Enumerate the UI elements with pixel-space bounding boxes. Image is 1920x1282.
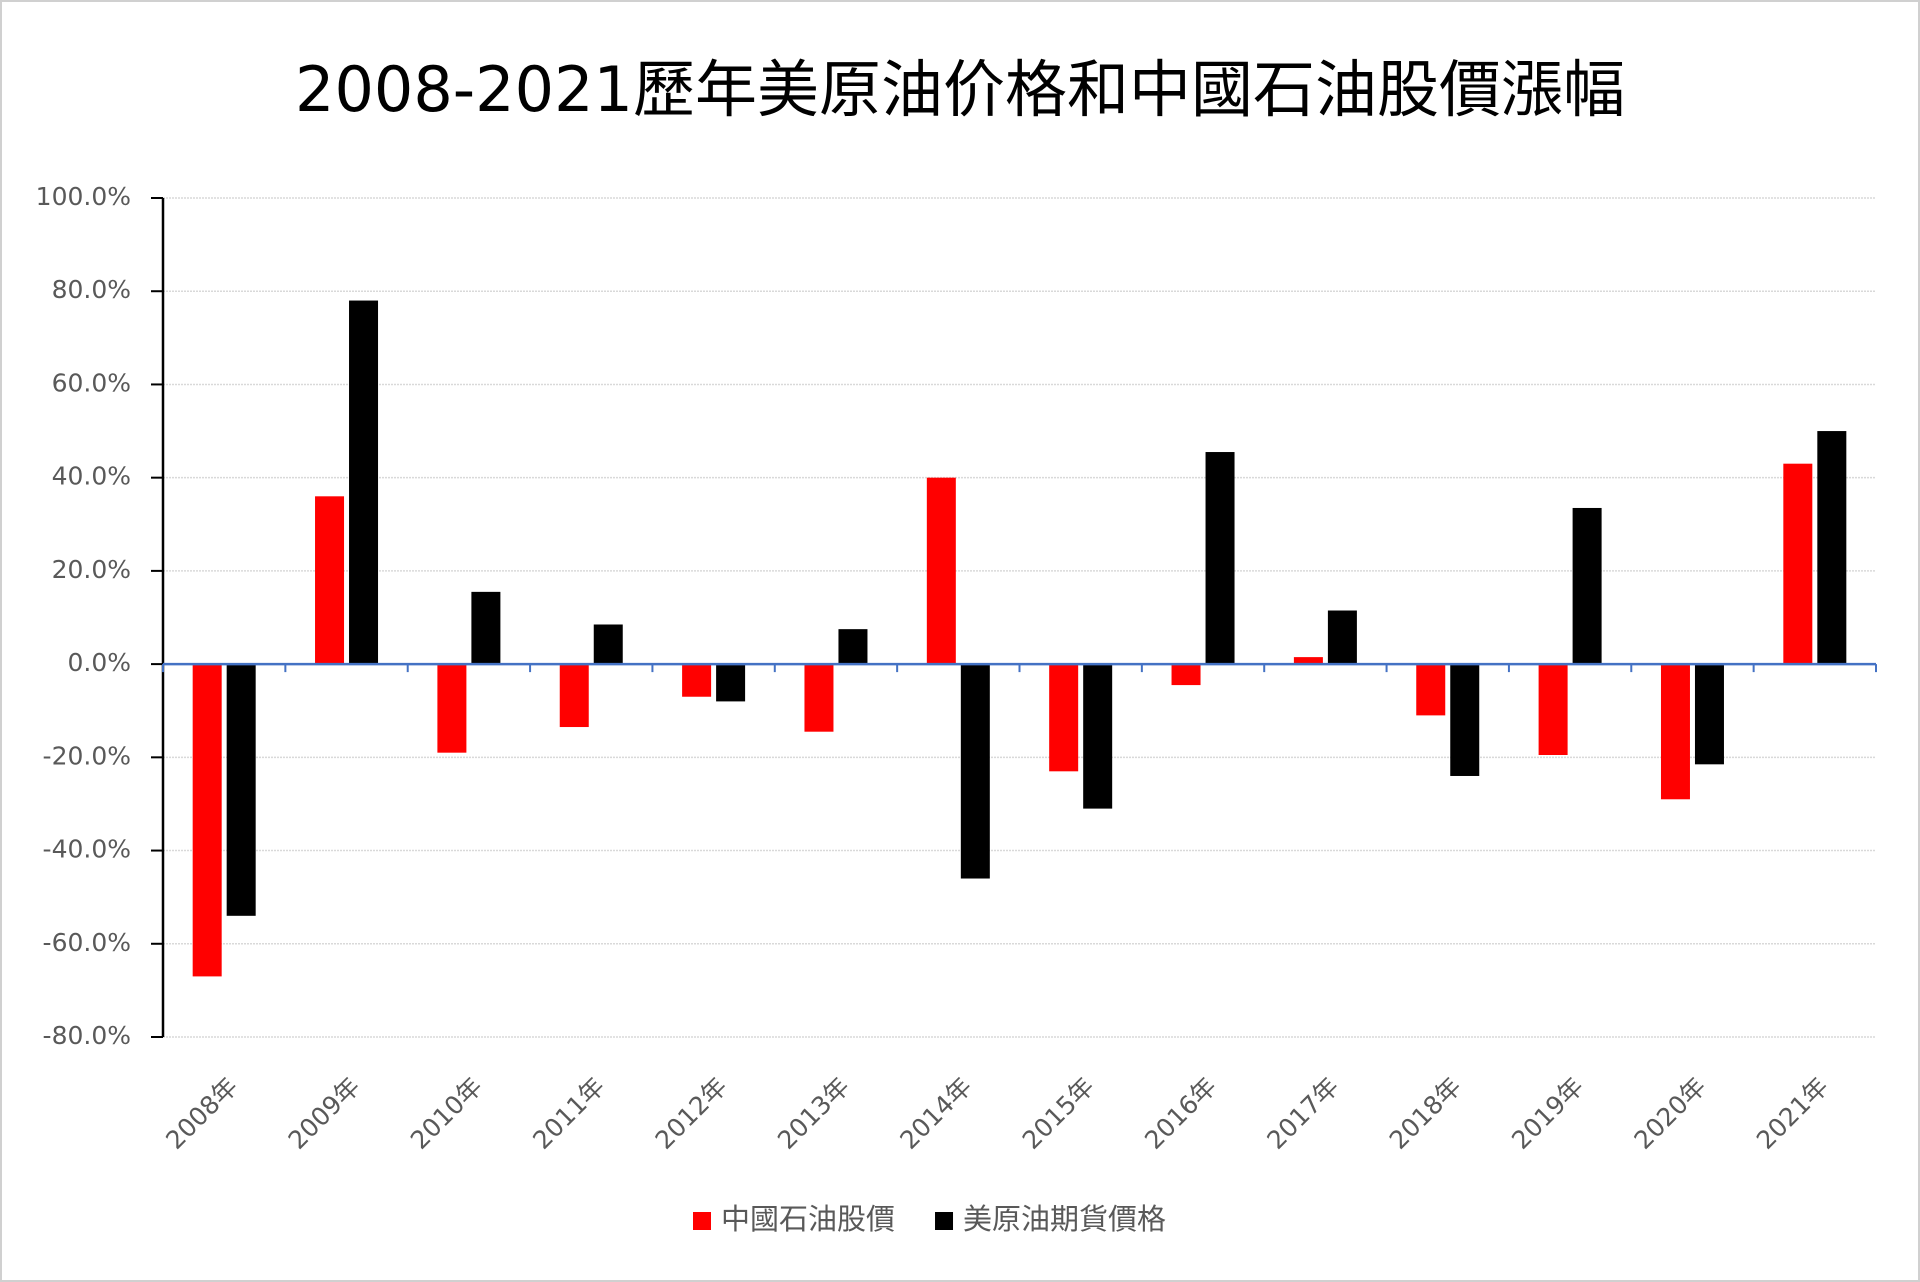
bar (226, 664, 256, 916)
bar (315, 496, 345, 665)
bar (1327, 610, 1357, 665)
bar (437, 664, 467, 753)
y-tick-label: 0.0% (67, 648, 131, 677)
bar (1783, 463, 1813, 665)
y-tick-label: -20.0% (43, 741, 131, 770)
chart-title: 2008-2021歷年美原油价格和中國石油股價漲幅 (295, 53, 1625, 126)
bar (716, 664, 746, 702)
legend-label: 美原油期貨價格 (963, 1202, 1166, 1236)
y-tick-label: 20.0% (52, 555, 131, 584)
bar (1538, 664, 1568, 756)
legend-swatch (935, 1212, 954, 1230)
bar (1416, 664, 1446, 716)
bar (1083, 664, 1113, 809)
bar (349, 300, 379, 665)
y-tick-label: 40.0% (52, 462, 131, 491)
bar (1205, 452, 1235, 665)
bar (559, 664, 589, 728)
bar (1660, 664, 1690, 800)
bar (926, 477, 956, 665)
bar (1293, 657, 1323, 665)
bar (1694, 664, 1724, 765)
bar (593, 624, 623, 665)
bar (1572, 507, 1602, 665)
legend-label: 中國石油股價 (721, 1202, 895, 1236)
y-tick-label: 100.0% (36, 182, 131, 211)
legend-swatch (693, 1212, 711, 1230)
bar (838, 629, 868, 665)
bar (960, 664, 990, 879)
bar (192, 664, 222, 977)
bar (1817, 431, 1847, 665)
bar (1171, 664, 1201, 686)
y-tick-label: -60.0% (43, 928, 131, 957)
bar (804, 664, 834, 732)
y-tick-label: -40.0% (43, 835, 131, 864)
bar (682, 664, 712, 697)
y-tick-label: -80.0% (43, 1021, 131, 1050)
y-tick-label: 60.0% (52, 368, 131, 397)
bar (471, 591, 501, 665)
y-tick-label: 80.0% (52, 275, 131, 304)
bar (1049, 664, 1079, 772)
bar (1450, 664, 1480, 776)
